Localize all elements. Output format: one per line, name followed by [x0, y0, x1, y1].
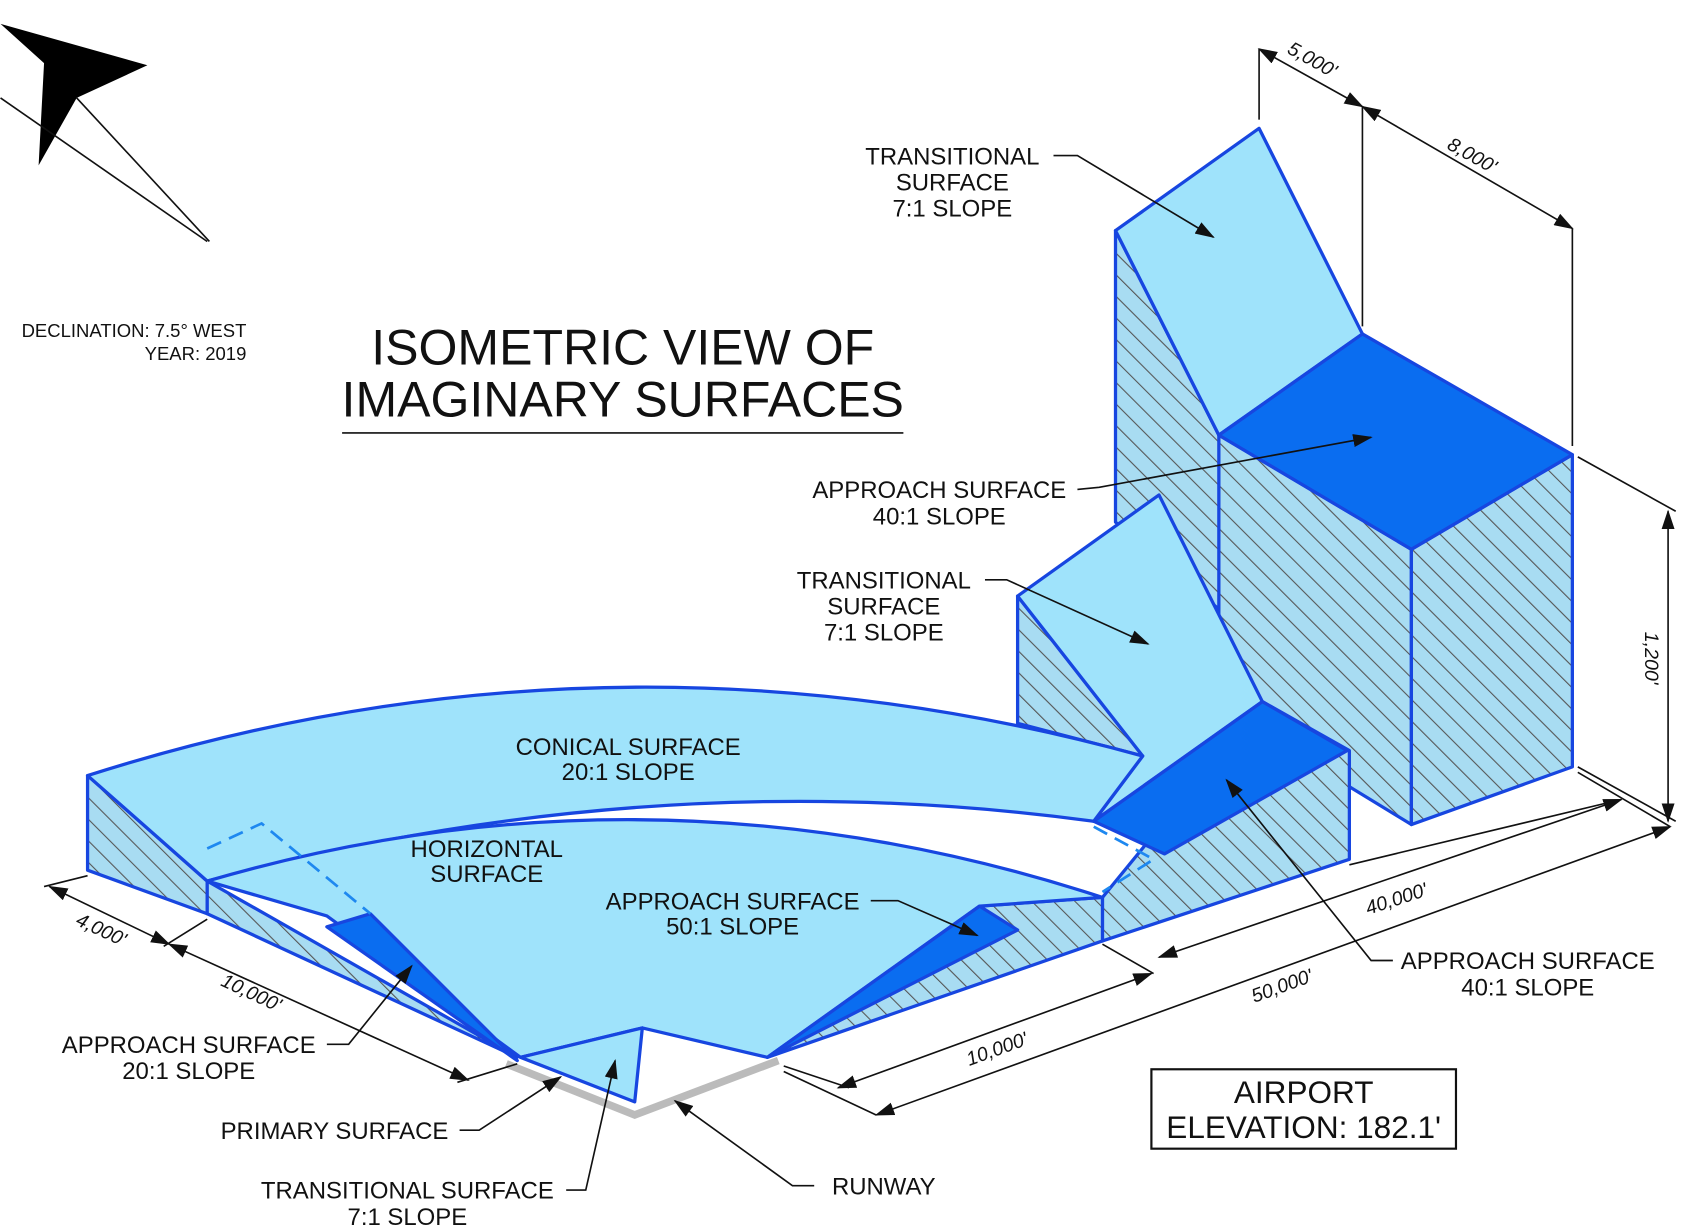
callout: TRANSITIONAL SURFACE 7:1 SLOPE: [261, 1178, 554, 1227]
dimension: 50,000': [1248, 965, 1316, 1008]
year: YEAR: 2019: [145, 343, 247, 364]
callout: HORIZONTAL SURFACE: [411, 836, 563, 888]
callout: TRANSITIONAL SURFACE 7:1 SLOPE: [865, 143, 1039, 222]
callout: APPROACH SURFACE 40:1 SLOPE: [812, 477, 1066, 530]
callout: APPROACH SURFACE 50:1 SLOPE: [606, 888, 860, 940]
callout: APPROACH SURFACE 20:1 SLOPE: [62, 1032, 316, 1085]
title: ISOMETRIC VIEW OF IMAGINARY SURFACES: [342, 319, 904, 427]
dimension: 4,000': [72, 909, 130, 952]
dimension: 5,000': [1284, 38, 1342, 83]
callout: CONICAL SURFACE 20:1 SLOPE: [516, 734, 741, 786]
callout: RUNWAY: [832, 1173, 936, 1200]
elevation-text: AIRPORT ELEVATION: 182.1': [1166, 1074, 1441, 1145]
dimension: 10,000': [963, 1028, 1031, 1071]
dimension: 10,000': [218, 970, 286, 1017]
north-arrow: [0, 23, 210, 243]
dimension-lines: [43, 48, 1677, 1116]
elevation-box: [1150, 1068, 1458, 1150]
dimension: 8,000': [1444, 133, 1502, 178]
declination: DECLINATION: 7.5° WEST: [22, 320, 247, 341]
leader-lines: [326, 154, 1393, 1191]
callout: TRANSITIONAL SURFACE 7:1 SLOPE: [797, 567, 971, 646]
dimension: 1,200': [1640, 632, 1662, 686]
callout: PRIMARY SURFACE: [221, 1118, 449, 1145]
callout: APPROACH SURFACE 40:1 SLOPE: [1401, 948, 1655, 1001]
